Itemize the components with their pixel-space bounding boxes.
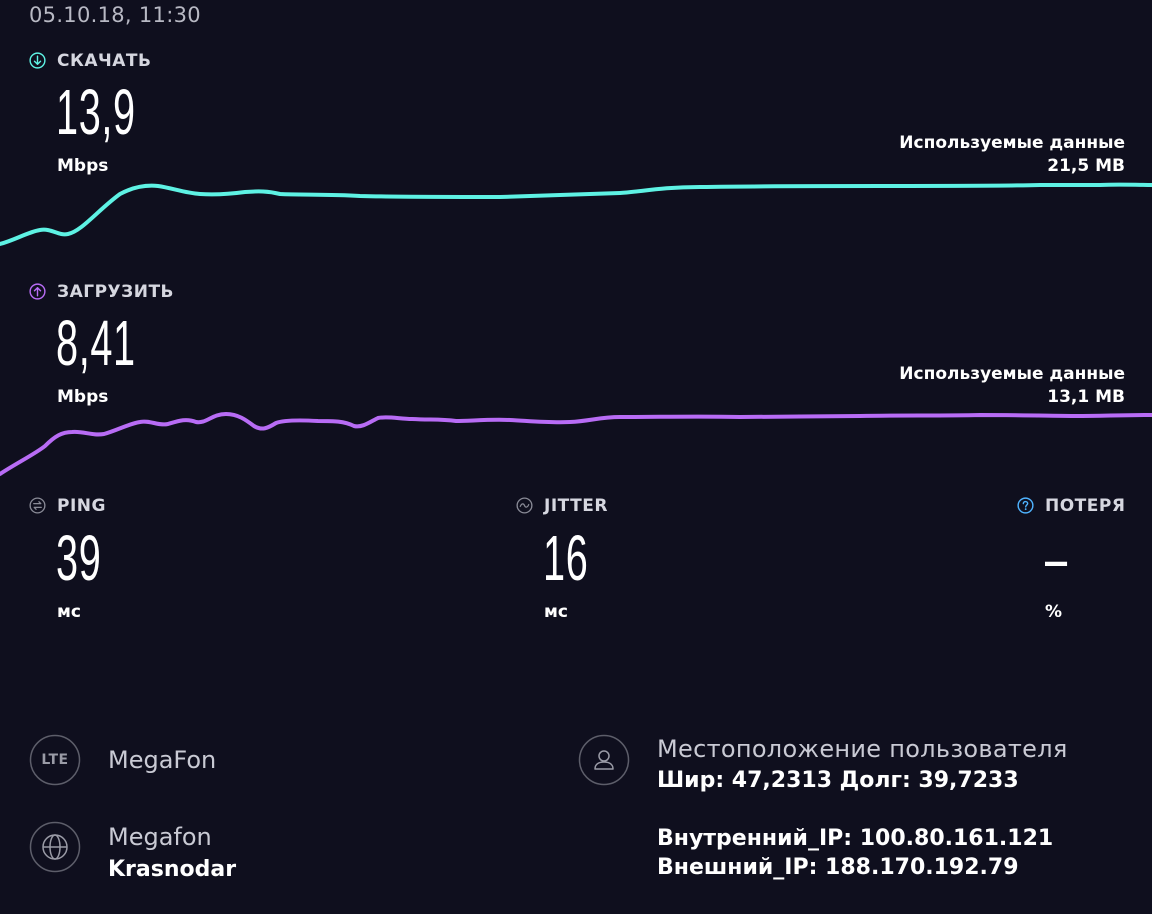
ping-icon bbox=[29, 497, 46, 514]
ping-value: 39 bbox=[56, 522, 102, 594]
lte-icon bbox=[29, 734, 81, 786]
user-icon bbox=[578, 734, 630, 786]
jitter-value: 16 bbox=[543, 522, 589, 594]
loss-unit: % bbox=[1045, 602, 1063, 622]
upload-used-data: Используемые данные 13,1 MB bbox=[899, 363, 1125, 409]
question-circle-icon[interactable] bbox=[1017, 497, 1034, 514]
upload-speed-value: 8,41 bbox=[56, 307, 136, 379]
upload-used-data-value: 13,1 MB bbox=[1047, 387, 1125, 407]
upload-used-data-label: Используемые данные bbox=[899, 364, 1125, 384]
internal-ip: Внутренний_IP: 100.80.161.121 bbox=[657, 826, 1054, 851]
upload-unit: Mbps bbox=[57, 387, 109, 407]
loss-label: ПОТЕРЯ bbox=[1045, 496, 1126, 516]
carrier-name: MegaFon bbox=[108, 746, 217, 774]
lte-badge: LTE bbox=[41, 752, 69, 768]
upload-speed-graph bbox=[0, 411, 1152, 476]
location-coordinates: Шир: 47,2313 Долг: 39,7233 bbox=[657, 768, 1019, 793]
download-speed-graph bbox=[0, 182, 1152, 246]
ping-unit: мс bbox=[57, 602, 81, 622]
external-ip: Внешний_IP: 188.170.192.79 bbox=[657, 855, 1019, 880]
upload-label: ЗАГРУЗИТЬ bbox=[57, 282, 174, 302]
download-unit: Mbps bbox=[57, 156, 109, 176]
download-speed-value: 13,9 bbox=[56, 76, 136, 148]
provider-name: Megafon bbox=[108, 823, 212, 851]
jitter-label: JITTER bbox=[544, 496, 608, 516]
download-used-data: Используемые данные 21,5 MB bbox=[899, 132, 1125, 178]
location-title: Местоположение пользователя bbox=[657, 735, 1068, 763]
download-used-data-label: Используемые данные bbox=[899, 133, 1125, 153]
ping-label: PING bbox=[57, 496, 106, 516]
arrow-up-circle-icon bbox=[29, 283, 46, 300]
download-label: СКАЧАТЬ bbox=[57, 51, 152, 71]
download-used-data-value: 21,5 MB bbox=[1047, 156, 1125, 176]
arrow-down-circle-icon bbox=[29, 52, 46, 69]
jitter-unit: мс bbox=[544, 602, 568, 622]
loss-value: – bbox=[1045, 522, 1068, 594]
jitter-icon bbox=[516, 497, 533, 514]
provider-city: Krasnodar bbox=[108, 857, 237, 882]
test-timestamp: 05.10.18, 11:30 bbox=[29, 3, 201, 27]
globe-icon bbox=[29, 821, 81, 873]
